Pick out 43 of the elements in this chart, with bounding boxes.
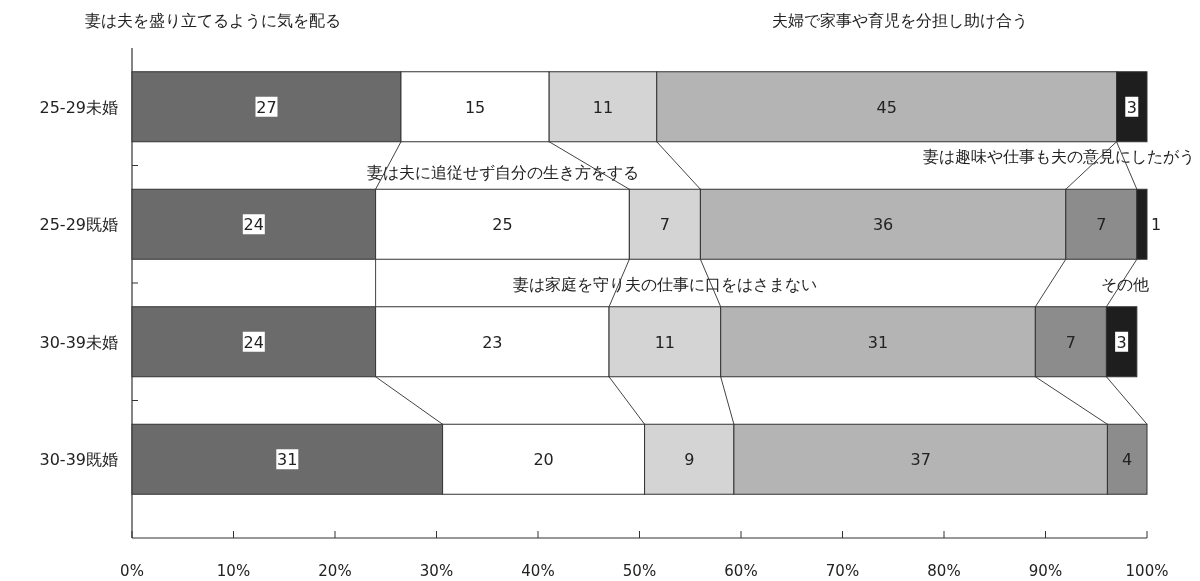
y-tick-label: 25-29未婚 <box>39 97 118 117</box>
x-tick-label: 10% <box>216 562 251 580</box>
y-tick-label: 25-29既婚 <box>39 215 118 235</box>
data-label: 31 <box>277 450 298 470</box>
data-label: 37 <box>910 450 931 470</box>
series-label: 妻は家庭を守り夫の仕事に口をはさまない <box>513 275 817 294</box>
x-tick-label: 0% <box>120 562 144 580</box>
x-tick-label: 20% <box>318 562 352 580</box>
data-label: 7 <box>1096 215 1107 235</box>
text: 妻は趣味や仕事も夫の意見にしたがう <box>923 147 1195 166</box>
data-label: 31 <box>867 332 889 352</box>
data-label: 27 <box>256 97 277 117</box>
data-label: 4 <box>1122 450 1133 470</box>
data-label: 11 <box>592 97 614 117</box>
data-label: 24 <box>243 215 264 235</box>
data-label: 9 <box>684 450 695 470</box>
x-tick-label: 80% <box>927 562 961 580</box>
x-tick-label: 90% <box>1028 562 1063 580</box>
x-tick-label: 40% <box>521 562 555 580</box>
data-label: 23 <box>482 332 503 352</box>
data-label: 3 <box>1126 97 1137 117</box>
data-label: 3 <box>1116 332 1127 352</box>
data-label: 45 <box>876 97 897 117</box>
x-tick-label: 100% <box>1125 562 1169 580</box>
y-tick-label: 30-39既婚 <box>39 450 118 470</box>
data-label: 25 <box>492 215 513 235</box>
data-label: 36 <box>872 215 894 235</box>
x-tick-label: 60% <box>724 562 758 580</box>
data-label: 1 <box>1151 215 1162 235</box>
y-tick-label: 30-39未婚 <box>39 332 118 352</box>
x-tick-label: 30% <box>419 562 454 580</box>
data-label: 24 <box>243 332 264 352</box>
data-label: 11 <box>654 332 676 352</box>
x-tick-label: 50% <box>622 562 657 580</box>
series-label: 妻は夫に追従せず自分の生き方をする <box>367 163 639 182</box>
data-label: 7 <box>1065 332 1076 352</box>
x-tick-label: 70% <box>825 562 860 580</box>
series-label: その他 <box>1101 275 1149 294</box>
text: 妻は夫を盛り立てるように気を配る <box>85 11 341 30</box>
data-label: 15 <box>464 97 486 117</box>
text: 夫婦で家事や育児を分担し助け合う <box>772 11 1028 30</box>
data-label: 7 <box>659 215 670 235</box>
data-label: 20 <box>533 450 554 470</box>
